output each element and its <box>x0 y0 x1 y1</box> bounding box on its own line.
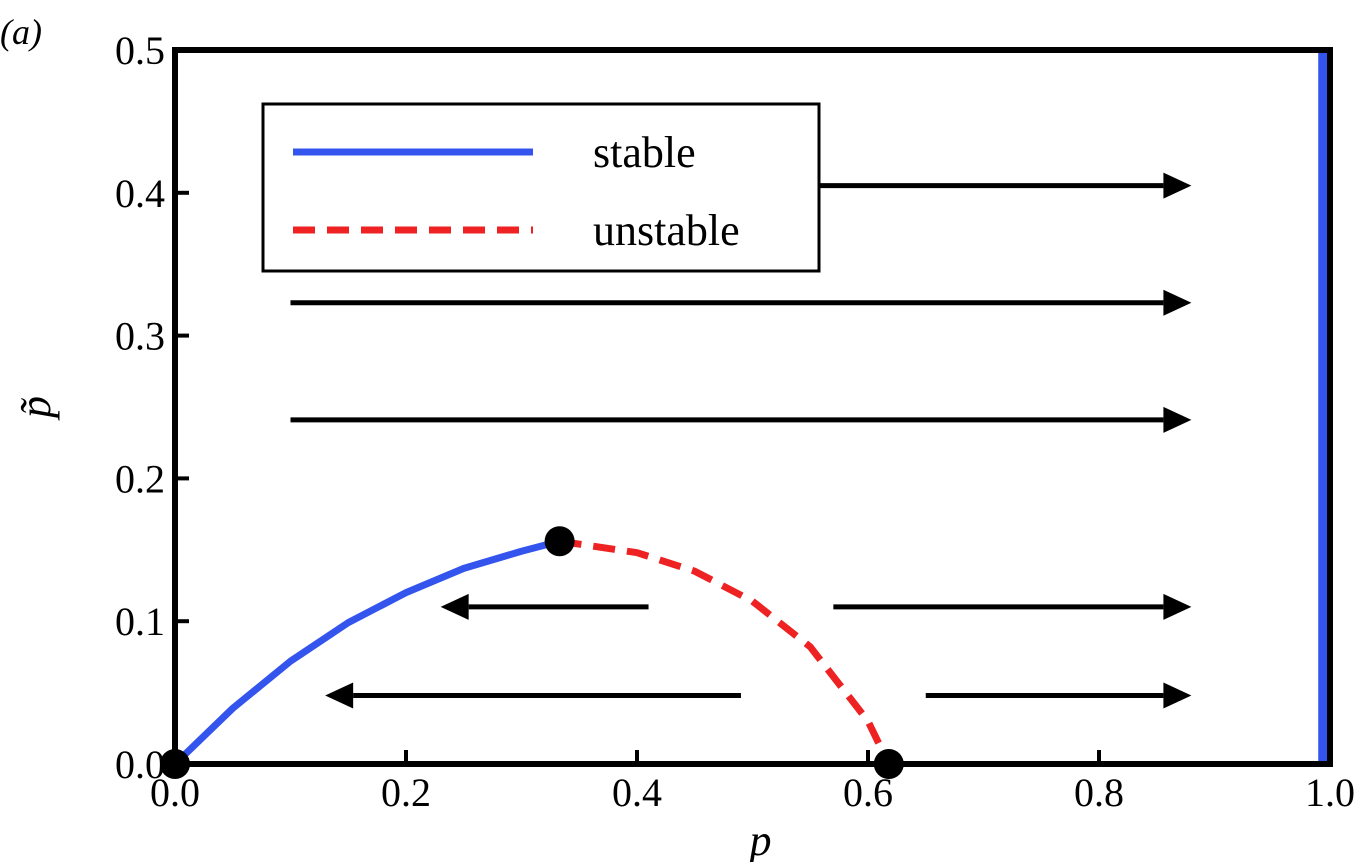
y-tick-label-5: 0.5 <box>115 28 165 73</box>
x-tick-label-3: 0.6 <box>843 770 893 815</box>
y-tick-label-3: 0.3 <box>115 314 165 359</box>
y-tick-label-2: 0.2 <box>115 456 165 501</box>
x-tick-label-0: 0.0 <box>150 770 200 815</box>
y-axis-label: p̃ <box>11 396 60 421</box>
flow-arrow-head-2 <box>1163 406 1192 433</box>
x-axis-label: p <box>747 816 772 862</box>
legend-box <box>261 102 821 273</box>
flow-arrow-head-0 <box>1163 172 1192 199</box>
y-tick-label-1: 0.1 <box>115 599 165 644</box>
plot-frame-rect <box>172 47 1333 767</box>
flow-arrow-head-6 <box>325 682 354 709</box>
panel-label: (a) <box>0 12 42 52</box>
flow-arrow-head-3 <box>1163 593 1192 620</box>
y-tick-label-0: 0.0 <box>115 742 165 787</box>
flow-arrow-head-1 <box>1163 289 1192 316</box>
flow-arrow-head-4 <box>1163 682 1192 709</box>
axis-ticks: 0.0 0.2 0.4 0.6 0.8 1.0 0.0 0.1 0.2 0.3 0.4 0.5 <box>115 28 1355 815</box>
legend-label-unstable: unstable <box>593 206 740 255</box>
x-tick-label-4: 0.8 <box>1074 770 1124 815</box>
series-line-0 <box>172 537 561 767</box>
plot-frame <box>172 47 1333 767</box>
fixed-point-1 <box>544 526 575 557</box>
flow-arrows <box>290 172 1192 709</box>
series-lines <box>172 50 1331 767</box>
fixed-points <box>160 526 904 779</box>
x-tick-label-2: 0.4 <box>612 770 662 815</box>
y-tick-label-4: 0.4 <box>115 171 165 216</box>
legend-label-stable: stable <box>593 128 696 177</box>
series-line-1 <box>559 537 892 766</box>
x-tick-label-5: 1.0 <box>1305 770 1355 815</box>
flow-arrow-head-5 <box>440 593 469 620</box>
legend: stable unstable <box>261 102 821 273</box>
x-tick-label-1: 0.2 <box>381 770 431 815</box>
